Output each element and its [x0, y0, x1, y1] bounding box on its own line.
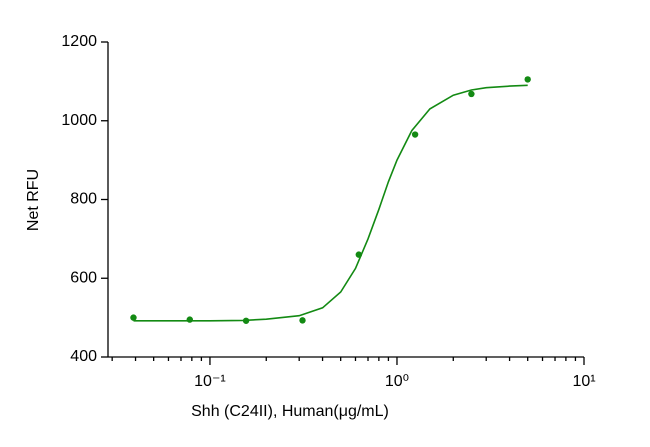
y-tick-label: 1200 — [61, 33, 97, 50]
x-axis-label: Shh (C24II), Human(μg/mL) — [191, 403, 389, 420]
fit-curve — [133, 84, 528, 322]
data-point — [411, 131, 419, 138]
data-point — [468, 90, 475, 98]
data-point — [186, 316, 193, 323]
x-tick-label: 10¹ — [572, 373, 595, 390]
y-axis-label: Net RFU — [25, 169, 42, 231]
x-tick-label: 10⁰ — [385, 373, 409, 390]
x-tick-label: 10⁻¹ — [194, 373, 226, 390]
data-point — [299, 317, 306, 324]
y-tick-label: 400 — [70, 348, 97, 365]
data-point — [130, 314, 137, 321]
data-point — [524, 76, 531, 83]
y-tick-label: 1000 — [61, 112, 97, 129]
y-tick-label: 600 — [70, 269, 97, 286]
y-tick-label: 800 — [70, 191, 97, 208]
